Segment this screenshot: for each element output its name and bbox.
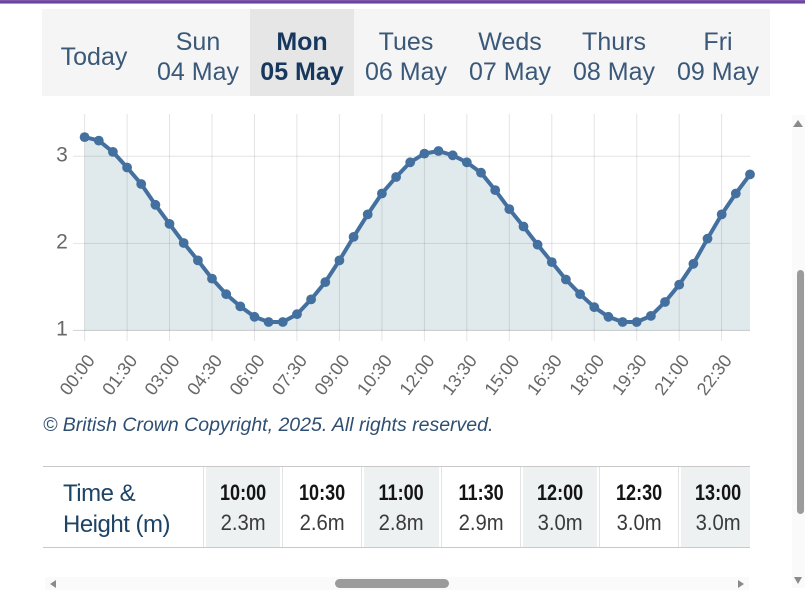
svg-text:16:30: 16:30 — [523, 351, 566, 399]
svg-text:13:30: 13:30 — [438, 351, 481, 399]
svg-text:06:00: 06:00 — [226, 351, 269, 399]
svg-text:15:00: 15:00 — [480, 351, 523, 399]
svg-text:04:30: 04:30 — [183, 351, 226, 399]
svg-text:12:00: 12:00 — [396, 351, 439, 399]
svg-text:18:00: 18:00 — [565, 351, 608, 399]
svg-text:1: 1 — [56, 318, 68, 341]
svg-text:01:30: 01:30 — [98, 351, 141, 399]
svg-text:07:30: 07:30 — [268, 351, 311, 399]
svg-text:3: 3 — [56, 144, 68, 167]
svg-text:09:00: 09:00 — [311, 351, 354, 399]
svg-text:22:30: 22:30 — [693, 351, 736, 399]
svg-text:19:30: 19:30 — [608, 351, 651, 399]
svg-text:03:00: 03:00 — [141, 351, 184, 399]
svg-text:21:00: 21:00 — [650, 351, 693, 399]
svg-text:00:00: 00:00 — [56, 351, 99, 399]
svg-text:2: 2 — [56, 231, 68, 254]
svg-text:10:30: 10:30 — [353, 351, 396, 399]
